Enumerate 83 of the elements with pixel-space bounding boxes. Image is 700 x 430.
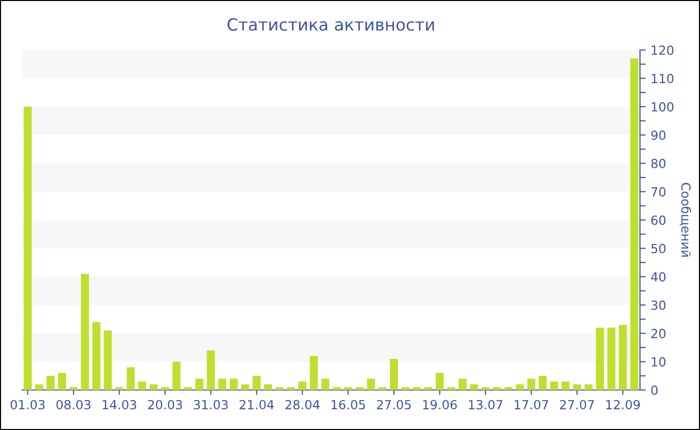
bar — [607, 328, 616, 390]
y-tick-label: 50 — [651, 244, 666, 254]
bar — [436, 373, 444, 390]
x-tick-label: 20.03 — [148, 400, 182, 410]
x-tick-label: 19.06 — [423, 400, 457, 410]
bar — [458, 378, 467, 390]
y-tick-label: 20 — [651, 328, 666, 338]
bar — [332, 387, 341, 390]
bar — [412, 387, 421, 390]
bar — [46, 376, 55, 390]
bar — [447, 387, 456, 390]
y-tick-label: 0 — [651, 385, 658, 395]
bar — [115, 387, 124, 390]
bar — [562, 382, 570, 390]
bar — [298, 382, 306, 390]
bar — [424, 387, 432, 390]
bar — [401, 387, 410, 390]
x-tick-label: 21.04 — [240, 400, 274, 410]
bar — [286, 387, 295, 390]
y-tick-label: 90 — [651, 130, 666, 140]
bar — [550, 382, 558, 390]
y-tick-label: 40 — [651, 272, 666, 282]
bar — [80, 274, 89, 390]
y-tick-label: 100 — [652, 102, 674, 112]
y-axis-title: Сообщений — [680, 182, 692, 257]
bar — [630, 58, 638, 390]
x-tick-label: 13.07 — [468, 400, 502, 410]
bar — [573, 384, 582, 390]
bar — [218, 378, 226, 390]
bar — [184, 387, 192, 390]
x-tick-label: 27.05 — [376, 400, 411, 410]
bar — [618, 324, 627, 390]
bar — [195, 378, 204, 390]
bar — [252, 376, 261, 390]
bar — [390, 358, 398, 390]
bar — [584, 384, 593, 390]
bar — [241, 384, 250, 390]
bar — [504, 387, 512, 390]
y-tick-label: 80 — [651, 158, 666, 168]
x-tick-label: 01.03 — [10, 400, 45, 410]
bar — [492, 387, 501, 390]
bar — [378, 387, 387, 390]
bar — [126, 367, 135, 390]
x-tick-label: 16.05 — [332, 400, 365, 410]
bar — [206, 350, 215, 390]
bar — [35, 384, 44, 390]
bar — [24, 106, 32, 390]
x-tick-label: 08.03 — [56, 400, 90, 410]
chart-title: Статистика активности — [228, 18, 434, 31]
bar — [596, 328, 604, 390]
x-tick-label: 17.07 — [514, 400, 548, 410]
x-tick-label: 27.07 — [560, 400, 594, 410]
x-tick-label: 12.09 — [606, 400, 640, 410]
bar — [356, 387, 364, 390]
bar — [58, 373, 66, 390]
x-tick-label: 31.03 — [194, 400, 228, 410]
bar — [230, 378, 238, 390]
bar — [527, 378, 536, 390]
bar — [516, 384, 524, 390]
bar — [104, 330, 112, 390]
y-tick-label: 10 — [652, 357, 666, 367]
bar — [69, 387, 78, 390]
bar — [310, 356, 318, 390]
bar — [172, 362, 181, 390]
bar — [538, 376, 547, 390]
bar — [92, 322, 100, 390]
bar — [275, 387, 284, 390]
bar — [264, 384, 272, 390]
y-tick-label: 60 — [651, 215, 666, 225]
y-tick-label: 110 — [652, 74, 674, 84]
x-tick-label: 14.03 — [102, 400, 136, 410]
bar — [161, 387, 170, 390]
y-tick-label: 70 — [651, 187, 666, 197]
bar — [344, 387, 352, 390]
bar — [481, 387, 490, 390]
y-tick-label: 30 — [651, 300, 666, 310]
bar — [367, 378, 376, 390]
bar — [138, 382, 146, 390]
y-tick-label: 120 — [652, 45, 674, 55]
bar — [321, 378, 330, 390]
bar — [470, 384, 478, 390]
x-tick-label: 28.04 — [285, 400, 320, 410]
bar — [150, 384, 158, 390]
